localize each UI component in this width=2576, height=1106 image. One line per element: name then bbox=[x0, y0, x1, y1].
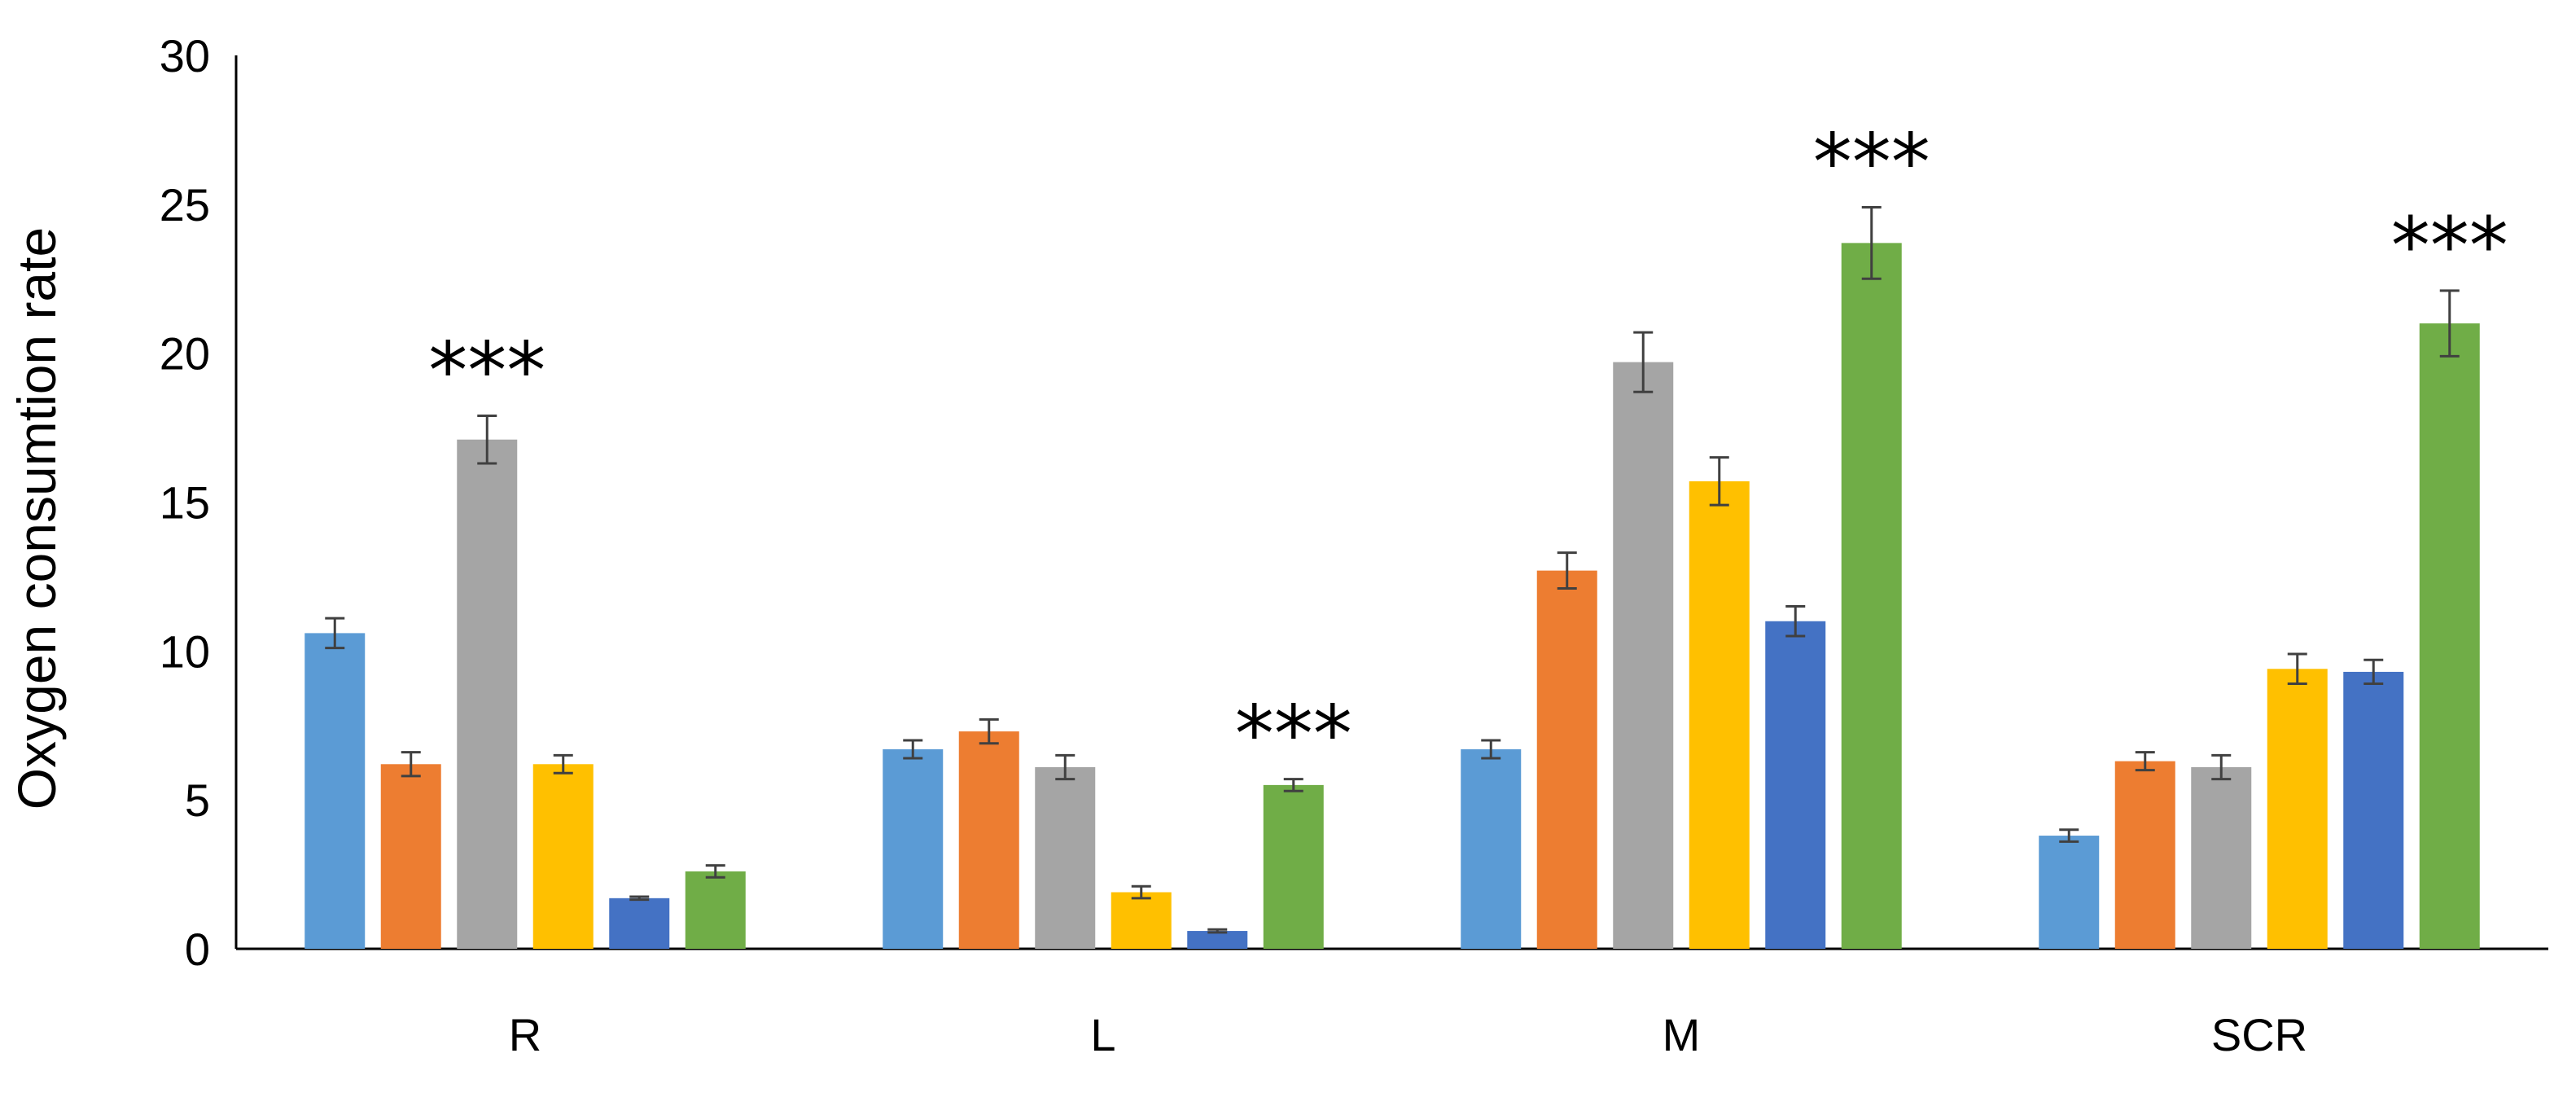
error-bar bbox=[401, 751, 421, 778]
bar-m-series-5 bbox=[1765, 621, 1826, 949]
error-bar bbox=[705, 864, 725, 879]
bar-m-series-3 bbox=[1613, 362, 1674, 949]
error-bar bbox=[903, 739, 923, 760]
bars bbox=[304, 205, 2480, 950]
error-bar bbox=[1709, 456, 1729, 507]
error-bar bbox=[1207, 928, 1228, 934]
bar-l-series-6 bbox=[1263, 784, 1324, 949]
error-bar bbox=[1481, 739, 1501, 760]
bar-m-series-6 bbox=[1841, 243, 1902, 949]
error-bar bbox=[1861, 205, 1882, 280]
bar-m-series-2 bbox=[1536, 570, 1597, 949]
bar-r-series-3 bbox=[457, 439, 518, 949]
category-label-scr: SCR bbox=[2211, 1009, 2307, 1060]
significance-label: *** bbox=[2391, 200, 2508, 292]
category-label-l: L bbox=[1090, 1009, 1115, 1060]
bar-l-series-2 bbox=[958, 731, 1019, 949]
significance-label: *** bbox=[1235, 689, 1352, 780]
error-bar bbox=[2059, 828, 2079, 843]
significance-label: *** bbox=[1813, 116, 1930, 208]
error-bar bbox=[2364, 658, 2384, 686]
error-bar bbox=[1131, 884, 1151, 900]
y-tick-label: 25 bbox=[160, 179, 210, 230]
error-bar bbox=[553, 753, 573, 775]
y-tick-label: 0 bbox=[185, 924, 210, 975]
bar-l-series-4 bbox=[1111, 892, 1172, 949]
y-tick-label: 10 bbox=[160, 625, 210, 677]
y-tick-label: 20 bbox=[160, 328, 210, 380]
bar-m-series-1 bbox=[1461, 749, 1522, 949]
bar-r-series-5 bbox=[609, 898, 670, 949]
labels: 0 5 10 15 20 25 30 Oxygen consumtion rate R L M SCR… bbox=[7, 30, 2508, 1060]
error-bar bbox=[477, 414, 497, 465]
y-axis-title: Oxygen consumtion rate bbox=[7, 227, 67, 810]
y-tick-label: 15 bbox=[160, 477, 210, 529]
bar-m-series-4 bbox=[1689, 481, 1750, 949]
bar-scr-series-1 bbox=[2039, 836, 2100, 949]
bar-scr-series-2 bbox=[2114, 761, 2175, 949]
significance-label: *** bbox=[428, 325, 545, 416]
bar-l-series-3 bbox=[1035, 766, 1096, 949]
error-bar bbox=[979, 718, 999, 745]
error-bar bbox=[1785, 604, 1806, 638]
error-bar bbox=[1283, 778, 1303, 792]
error-bar bbox=[2287, 652, 2307, 686]
bar-scr-series-5 bbox=[2343, 671, 2404, 949]
y-tick-label: 5 bbox=[185, 775, 210, 826]
bar-r-series-1 bbox=[304, 633, 366, 949]
bar-r-series-6 bbox=[685, 871, 746, 949]
y-tick-label: 30 bbox=[160, 30, 210, 81]
error-bar bbox=[1557, 551, 1577, 590]
error-bar bbox=[2135, 751, 2155, 772]
error-bar bbox=[2211, 753, 2232, 781]
bar-l-series-5 bbox=[1187, 931, 1248, 949]
error-bar bbox=[325, 617, 345, 650]
category-label-m: M bbox=[1663, 1009, 1701, 1060]
category-label-r: R bbox=[509, 1009, 541, 1060]
bar-scr-series-6 bbox=[2419, 323, 2480, 950]
bar-r-series-4 bbox=[532, 764, 594, 949]
error-bar bbox=[629, 895, 650, 902]
error-bar bbox=[2439, 289, 2460, 358]
bar-r-series-2 bbox=[380, 764, 441, 949]
bar-scr-series-3 bbox=[2191, 766, 2252, 949]
error-bar bbox=[1633, 331, 1654, 393]
bar-scr-series-4 bbox=[2267, 669, 2328, 949]
bar-l-series-1 bbox=[883, 749, 944, 949]
error-bar bbox=[1055, 753, 1076, 781]
